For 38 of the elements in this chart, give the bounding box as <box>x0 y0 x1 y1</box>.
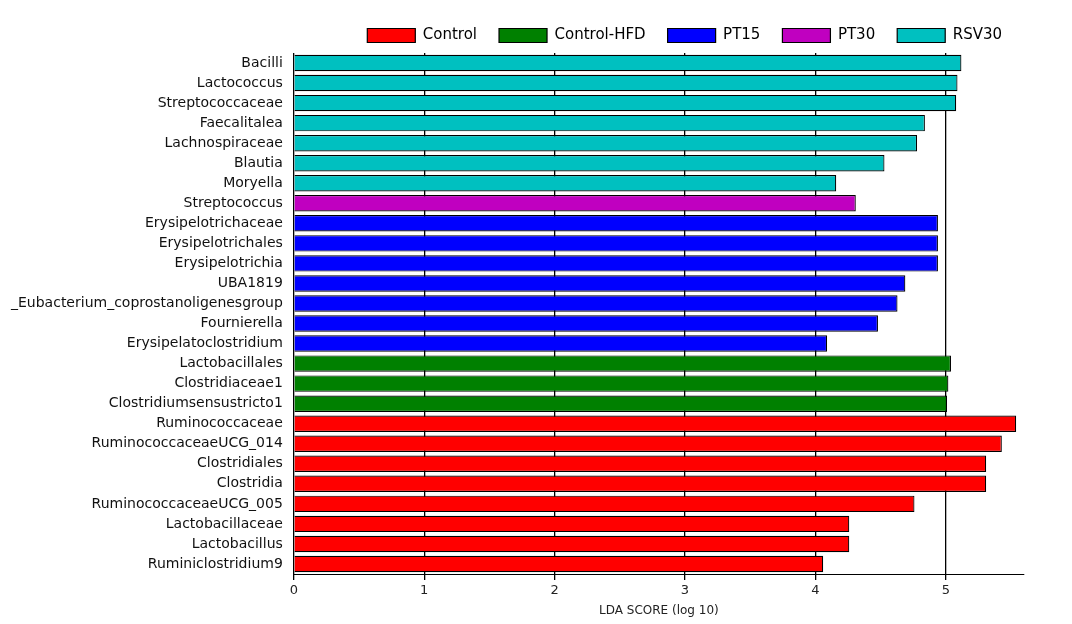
y-tick-label: Erysipelatoclostridium <box>126 334 283 351</box>
x-axis-title: LDA SCORE (log 10) <box>599 602 719 617</box>
legend-label: PT30 <box>837 25 876 44</box>
y-tick-label: RuminococcaceaeUCG_014 <box>91 434 283 451</box>
y-tick-label: Moryella <box>223 173 283 190</box>
y-tick-label: Clostridiales <box>197 454 283 471</box>
y-tick-label: Lactococcus <box>196 73 283 90</box>
y-tick-label: Blautia <box>233 153 283 170</box>
y-tick-label: Erysipelotrichales <box>158 234 283 251</box>
y-tick-label: Clostridia <box>216 474 283 491</box>
x-tick-label: 5 <box>941 582 950 598</box>
legend-label: Control-HFD <box>554 25 646 44</box>
x-tick-label: 3 <box>680 582 690 598</box>
legend-label: Control <box>422 25 478 44</box>
y-tick-label: Faecalitalea <box>199 113 283 130</box>
y-tick-label: Ruminiclostridium9 <box>147 554 283 571</box>
y-tick-label: UBA1819 <box>217 274 283 291</box>
x-tick-label: 4 <box>811 582 820 598</box>
y-tick-label: Lactobacillaceae <box>165 514 283 531</box>
y-tick-label: Clostridiaceae1 <box>174 374 283 391</box>
y-tick-label: _Eubacterium_coprostanoligenesgroup <box>10 294 283 311</box>
y-tick-label: Erysipelotrichaceae <box>145 213 283 230</box>
x-tick-label: 0 <box>289 582 298 598</box>
y-tick-label: Clostridiumsensustricto1 <box>108 394 283 411</box>
y-tick-label: Ruminococcaceae <box>156 414 283 431</box>
y-tick-label: Lachnospiraceae <box>164 133 283 150</box>
x-tick-label: 2 <box>550 582 559 598</box>
y-tick-label: Bacilli <box>241 53 283 70</box>
y-tick-label: Lactobacillales <box>179 354 283 371</box>
legend-label: PT15 <box>723 25 761 44</box>
x-tick-label: 1 <box>420 582 429 598</box>
y-tick-label: Fournierella <box>200 314 283 331</box>
y-tick-label: Streptococcaceae <box>157 93 283 110</box>
y-tick-label: RuminococcaceaeUCG_005 <box>91 494 283 511</box>
legend-label: RSV30 <box>952 25 1002 44</box>
y-tick-label: Streptococcus <box>183 193 283 210</box>
y-tick-label: Lactobacillus <box>191 534 283 551</box>
y-tick-label: Erysipelotrichia <box>174 254 283 271</box>
